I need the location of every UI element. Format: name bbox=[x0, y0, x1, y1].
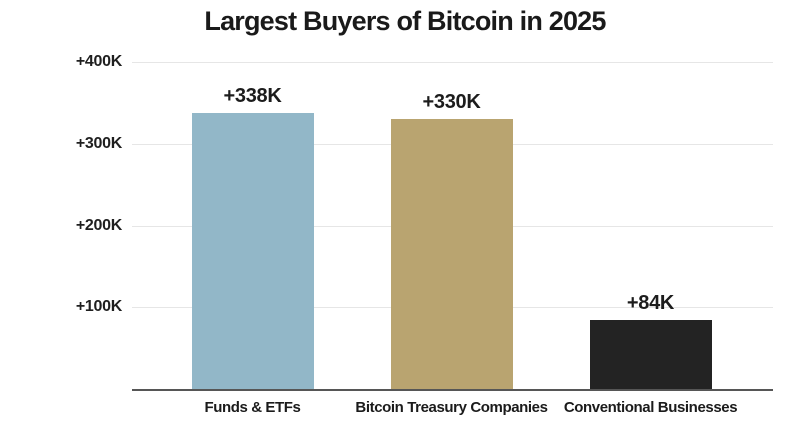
bar-column: +84K bbox=[551, 62, 750, 389]
y-axis-labels: +400K +300K +200K +100K bbox=[0, 53, 122, 389]
y-tick-label: +300K bbox=[75, 134, 122, 152]
x-axis-label: Funds & ETFs bbox=[204, 399, 301, 416]
bars-container: +338K +330K +84K bbox=[132, 62, 773, 389]
bar-value-label: +84K bbox=[626, 292, 675, 315]
bar-column: +330K bbox=[352, 62, 551, 389]
plot-area: +338K +330K +84K bbox=[132, 62, 773, 391]
chart-title: Largest Buyers of Bitcoin in 2025 bbox=[204, 6, 606, 36]
y-tick-label: +200K bbox=[75, 216, 122, 234]
y-tick-label: +100K bbox=[75, 298, 122, 316]
x-axis-labels: Funds & ETFs Bitcoin Treasury Companies Co… bbox=[153, 399, 750, 416]
bar bbox=[390, 119, 513, 389]
bar bbox=[191, 112, 314, 389]
x-axis-label: Bitcoin Treasury Companies bbox=[355, 399, 548, 416]
bar bbox=[589, 320, 712, 389]
bar-value-label: +330K bbox=[422, 91, 481, 114]
bar-value-label: +338K bbox=[223, 84, 282, 107]
bar-column: +338K bbox=[153, 62, 352, 389]
gridline bbox=[132, 62, 773, 63]
y-tick-label: +400K bbox=[75, 53, 122, 70]
x-axis-label: Conventional Businesses bbox=[563, 399, 738, 416]
